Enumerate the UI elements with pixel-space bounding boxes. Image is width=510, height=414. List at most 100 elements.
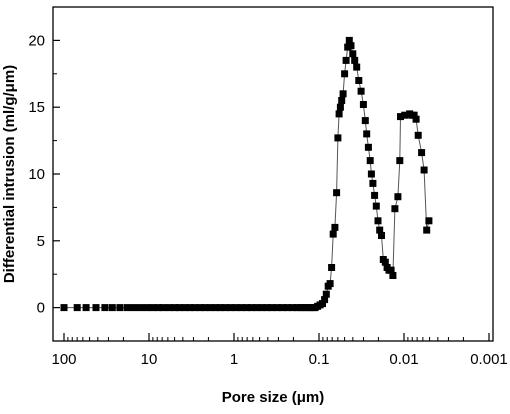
y-axis: 0 5 10 15 20	[28, 32, 60, 317]
data-point	[237, 304, 245, 312]
data-point	[418, 149, 426, 157]
data-point	[123, 304, 131, 312]
data-point	[349, 50, 357, 58]
data-point	[387, 266, 395, 274]
data-point	[101, 304, 109, 312]
data-point	[401, 111, 409, 119]
data-point	[423, 226, 431, 234]
data-point	[364, 143, 372, 151]
data-point	[322, 290, 330, 298]
data-point	[336, 103, 344, 111]
data-point	[359, 101, 367, 108]
data-point	[73, 304, 81, 312]
data-point	[258, 304, 266, 312]
data-point	[60, 304, 68, 312]
x-tick-label: 0.001	[470, 351, 508, 368]
data-point	[175, 304, 183, 312]
data-point	[232, 304, 240, 312]
data-point	[243, 304, 251, 312]
data-point	[396, 157, 404, 165]
data-point	[248, 304, 256, 312]
data-point	[355, 77, 363, 84]
data-point	[143, 304, 151, 312]
data-points	[60, 36, 433, 312]
data-point	[366, 157, 374, 165]
data-point	[216, 304, 224, 312]
data-point	[319, 300, 326, 308]
y-tick-label: 15	[28, 99, 45, 116]
data-point	[116, 304, 124, 312]
data-point	[171, 304, 179, 312]
y-tick-label: 5	[37, 233, 45, 250]
data-point	[394, 193, 402, 201]
data-point	[361, 117, 369, 125]
data-point	[363, 130, 371, 138]
data-point	[351, 56, 359, 64]
data-point	[201, 304, 209, 312]
data-point	[376, 226, 384, 234]
plot-frame	[52, 6, 494, 342]
x-tick-label: 0.01	[389, 351, 418, 368]
data-point	[253, 304, 261, 312]
data-point	[341, 70, 349, 78]
data-point	[372, 202, 380, 210]
y-tick-label: 10	[28, 166, 45, 183]
data-point	[186, 304, 194, 312]
data-point	[389, 272, 397, 279]
data-point	[212, 304, 219, 312]
data-point	[357, 87, 365, 95]
data-point	[191, 304, 199, 312]
data-point	[338, 97, 346, 104]
data-point	[328, 264, 336, 271]
data-point	[108, 304, 116, 312]
data-point	[321, 296, 329, 304]
data-point	[273, 304, 281, 312]
x-axis-title: Pore size (μm)	[222, 389, 325, 406]
y-tick-label: 20	[28, 32, 45, 49]
data-point	[342, 56, 350, 64]
data-point	[221, 304, 229, 312]
data-point	[181, 304, 189, 312]
data-point	[371, 191, 379, 199]
data-point	[369, 179, 377, 187]
x-tick-label: 10	[141, 351, 158, 368]
data-point	[329, 230, 337, 238]
y-tick-label: 0	[37, 300, 45, 317]
data-point	[378, 232, 385, 239]
y-axis-title: Differential intrusion (ml/g/μm)	[1, 65, 18, 283]
data-point	[367, 170, 375, 178]
x-tick-label: 0.1	[309, 351, 330, 368]
data-point	[397, 113, 404, 121]
data-point	[154, 304, 162, 312]
data-point	[227, 304, 234, 312]
data-point	[278, 304, 286, 312]
data-point	[410, 111, 418, 119]
data-point	[196, 304, 204, 312]
data-point	[82, 304, 90, 312]
data-point	[137, 304, 145, 312]
data-point	[206, 304, 214, 312]
data-point	[381, 258, 389, 266]
data-point	[149, 304, 157, 312]
data-point	[391, 205, 399, 213]
data-point	[159, 304, 167, 312]
data-point	[326, 280, 334, 288]
data-point	[263, 304, 271, 312]
data-point	[331, 223, 339, 231]
data-point	[347, 42, 355, 50]
x-tick-label: 100	[51, 351, 76, 368]
data-point	[334, 134, 342, 142]
data-point	[420, 166, 428, 174]
data-point	[333, 189, 341, 197]
x-axis: 100 10 1 0.1 0.01 0.001	[51, 333, 508, 368]
data-point	[414, 131, 422, 139]
data-point	[374, 217, 382, 225]
x-tick-label: 1	[230, 351, 238, 368]
data-point	[412, 115, 420, 123]
data-point	[284, 304, 291, 312]
data-point	[130, 304, 138, 312]
data-point	[92, 304, 100, 312]
data-point	[353, 63, 361, 71]
data-point	[335, 110, 343, 118]
